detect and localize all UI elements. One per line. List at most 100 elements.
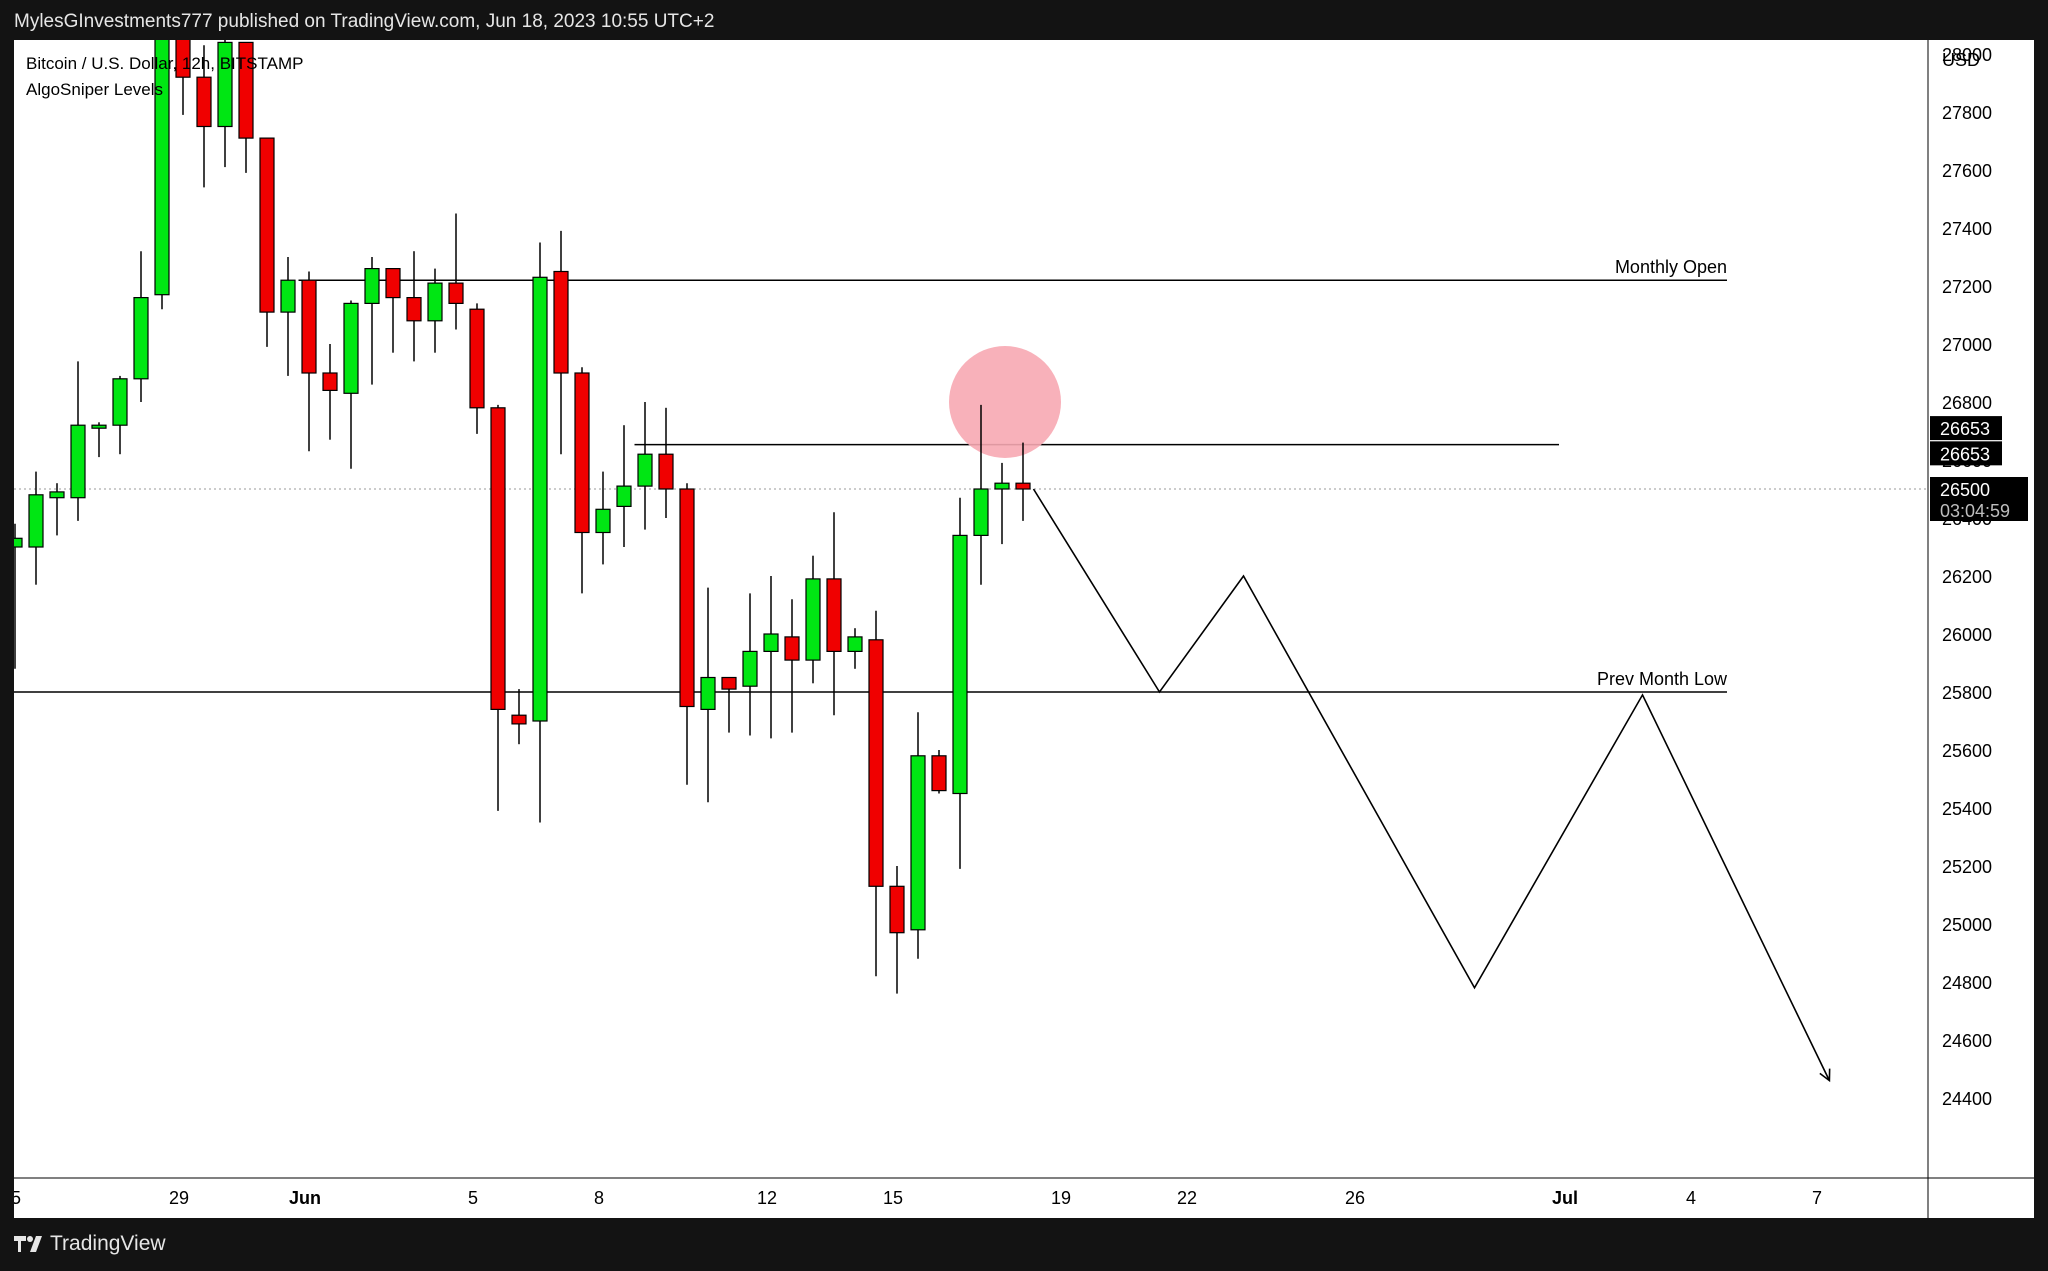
candle[interactable] [574,367,590,594]
candle[interactable] [847,628,863,669]
price-label-text: 26653 [1940,419,1990,439]
price-label-box [1930,416,2002,441]
candle[interactable] [700,587,716,803]
candle[interactable] [721,676,737,733]
candle[interactable] [826,512,842,716]
y-tick-label: 25600 [1942,741,1992,761]
symbol-title[interactable]: Bitcoin / U.S. Dollar, 12h, BITSTAMP [26,54,303,73]
y-tick-label: 27600 [1942,161,1992,181]
candle[interactable] [70,361,86,521]
current-price-box [1930,477,2028,521]
candle[interactable] [28,471,44,585]
candlestick-chart[interactable]: USD 24400 24600 24800 25000 25200 25400 25600 25… [14,40,2034,1218]
candle[interactable] [427,268,443,353]
brand-name: TradingView [50,1232,166,1255]
candle[interactable] [49,483,65,536]
candle[interactable] [973,404,989,585]
candle[interactable] [679,483,695,785]
candle[interactable] [259,137,275,347]
x-tick-label: 19 [1051,1188,1071,1208]
candle[interactable] [364,257,380,385]
x-tick-label: 15 [883,1188,903,1208]
y-tick-label: 24600 [1942,1031,1992,1051]
candle[interactable] [238,41,254,173]
x-tick-label: 26 [1345,1188,1365,1208]
candle[interactable] [742,593,758,736]
tradingview-logo[interactable]: TradingView [14,1232,166,1256]
indicator-name[interactable]: AlgoSniper Levels [26,80,163,99]
y-tick-label: 27800 [1942,103,1992,123]
x-tick-label: 5 [468,1188,478,1208]
candle[interactable] [616,425,632,547]
candle[interactable] [154,40,170,310]
candle[interactable] [196,45,212,188]
x-tick-label: 4 [1686,1188,1696,1208]
candle[interactable] [91,422,107,458]
price-label-box [1930,441,2002,466]
currency-label: USD [1942,50,1980,70]
y-tick-label: 24400 [1942,1089,1992,1109]
x-tick-label: 12 [757,1188,777,1208]
projection-arrow [1819,1068,1831,1083]
candle[interactable] [553,230,569,455]
candle[interactable] [532,242,548,823]
projection-path[interactable] [1032,488,1831,1081]
candle[interactable] [763,576,779,739]
candle[interactable] [910,712,926,959]
candle[interactable] [469,303,485,434]
y-tick-label: 28000 [1942,45,1992,65]
publisher-bar: MylesGInvestments777 published on Tradin… [0,0,2048,40]
level-label: Prev Month Low [1597,669,1728,689]
candle[interactable] [14,523,23,669]
y-tick-label: 25200 [1942,857,1992,877]
y-tick-label: 27200 [1942,277,1992,297]
tradingview-icon [14,1236,42,1252]
candle[interactable] [490,404,506,811]
candle[interactable] [931,750,947,794]
y-tick-label: 25800 [1942,683,1992,703]
candle[interactable] [637,402,653,530]
candle[interactable] [595,471,611,565]
candle[interactable] [952,497,968,869]
candle[interactable] [784,599,800,733]
x-tick-label: 8 [594,1188,604,1208]
candle[interactable] [343,300,359,469]
candle[interactable] [658,407,674,518]
candle[interactable] [1015,442,1031,521]
candle[interactable] [112,375,128,455]
chart-area[interactable]: USD 24400 24600 24800 25000 25200 25400 25600 25… [14,40,2034,1218]
candle[interactable] [406,251,422,362]
candle[interactable] [511,689,527,745]
candle[interactable] [301,271,317,452]
candle[interactable] [385,268,401,353]
candle[interactable] [322,344,338,440]
y-tick-label: 27400 [1942,219,1992,239]
y-tick-label: 26800 [1942,393,1992,413]
y-tick-label: 26200 [1942,567,1992,587]
x-tick-label: 25 [14,1188,21,1208]
candle[interactable] [448,213,464,330]
y-tick-label: 27000 [1942,335,1992,355]
publisher-text: MylesGInvestments777 published on Tradin… [14,11,715,32]
candle[interactable] [889,866,905,994]
candle[interactable] [868,610,884,977]
x-tick-label: 29 [169,1188,189,1208]
x-tick-label: 22 [1177,1188,1197,1208]
countdown-text: 03:04:59 [1940,501,2010,521]
candle[interactable] [805,555,821,684]
candle[interactable] [280,257,296,376]
y-tick-label: 25400 [1942,799,1992,819]
highlight-circle[interactable] [949,346,1061,458]
candle[interactable] [217,40,233,168]
candle[interactable] [133,251,149,402]
y-tick-label: 24800 [1942,973,1992,993]
x-tick-label: Jun [289,1188,321,1208]
footer-bar: TradingView [0,1218,2048,1271]
current-price-text: 26500 [1940,480,1990,500]
y-tick-label: 26000 [1942,625,1992,645]
y-tick-label: 25000 [1942,915,1992,935]
candle[interactable] [175,40,191,115]
price-label-text: 26653 [1940,444,1990,464]
level-label: Monthly Open [1615,257,1727,277]
candle[interactable] [994,462,1010,545]
